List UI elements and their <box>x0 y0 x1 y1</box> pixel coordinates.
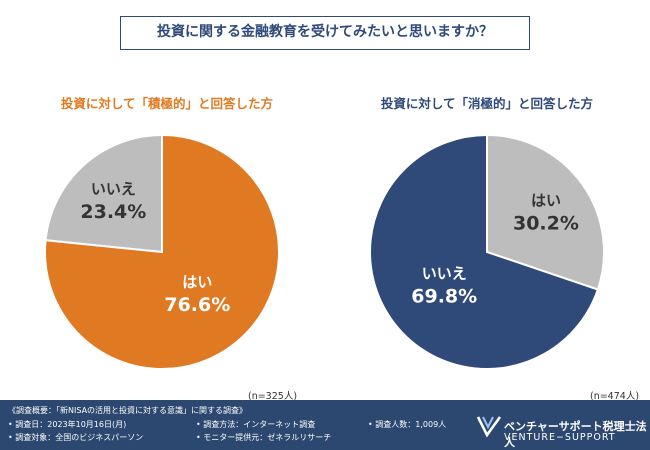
pie-slice-yes <box>486 133 605 291</box>
pie-slice-no <box>44 133 163 254</box>
right-sample-size: (n=474人) <box>590 391 640 402</box>
survey-method: • 調査方法：インターネット調査 <box>196 420 316 429</box>
footer: 《調査概要：「新NISAの活用と投資に対する意識」に関する調査》 • 調査日：2… <box>0 400 650 450</box>
survey-provider: • モニター提供元：ゼネラルリサーチ <box>196 433 332 442</box>
left-sample-size: (n=325人) <box>248 391 298 402</box>
slice-value-label: 30.2% <box>513 213 579 235</box>
right-chart-title: 投資に対して「消極的」と回答した方 <box>380 96 594 111</box>
pie-slice-yes <box>44 133 280 370</box>
slice-value-label: 69.8% <box>411 286 477 308</box>
brand-name-en: VENTURE−SUPPORT <box>504 432 616 443</box>
slice-label: はい <box>531 192 561 210</box>
survey-target: • 調査対象：全国のビジネスパーソン <box>8 433 144 442</box>
pie-slice-no <box>369 133 600 370</box>
survey-count: • 調査人数：1,009人 <box>368 420 447 429</box>
brand-name-jp: ベンチャーサポート税理士法人 <box>504 420 647 449</box>
slice-label: いいえ <box>91 180 136 198</box>
slice-label: いいえ <box>422 265 467 283</box>
slice-value-label: 76.6% <box>164 294 230 316</box>
chart-card: 投資に関する金融教育を受けてみたいと思いますか？ 投資に対して「積極的」と回答し… <box>44 16 640 402</box>
pie-chart-positive: いいえ 23.4% はい 76.6% <box>44 133 280 370</box>
slice-value-label: 23.4% <box>80 201 146 223</box>
left-chart-title: 投資に対して「積極的」と回答した方 <box>60 96 274 111</box>
question-title: 投資に関する金融教育を受けてみたいと思いますか？ <box>120 16 530 50</box>
survey-overview: 《調査概要：「新NISAの活用と投資に対する意識」に関する調査》 <box>8 406 248 415</box>
slice-label: はい <box>182 273 212 291</box>
pie-charts: いいえ 23.4% はい 76.6% はい 30.2% いいえ 69.8% <box>44 133 605 370</box>
pie-chart-negative: はい 30.2% いいえ 69.8% <box>369 133 605 370</box>
venture-support-logo-icon <box>476 416 502 438</box>
survey-date: • 調査日：2023年10月16日(月) <box>8 420 127 429</box>
